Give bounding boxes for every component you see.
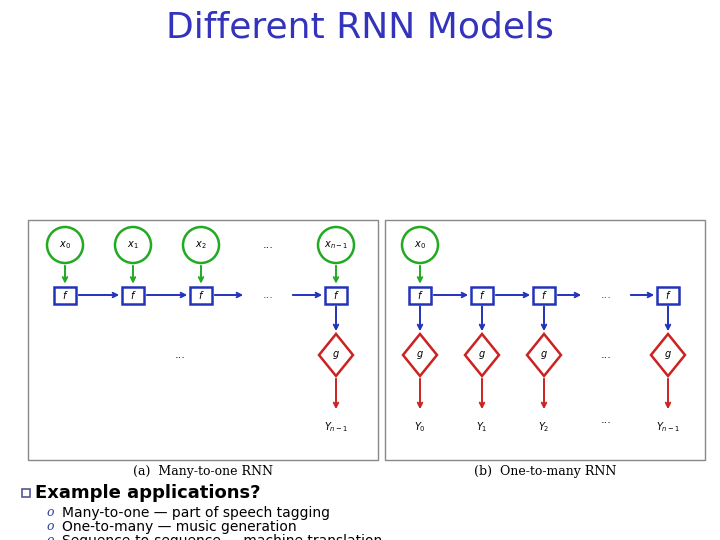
Text: Many-to-one — part of speech tagging: Many-to-one — part of speech tagging (62, 506, 330, 520)
Text: $g$: $g$ (416, 349, 424, 361)
Text: o: o (46, 507, 54, 519)
Text: (b)  One-to-many RNN: (b) One-to-many RNN (474, 465, 616, 478)
Text: o: o (46, 535, 54, 540)
Text: Example applications?: Example applications? (35, 484, 261, 502)
Text: $f$: $f$ (333, 289, 339, 301)
Text: ...: ... (600, 350, 611, 360)
Bar (54, 287, 76, 303)
Text: $Y_{n-1}$: $Y_{n-1}$ (656, 420, 680, 434)
Bar (28, 220, 378, 460)
Bar (471, 287, 493, 303)
Bar (122, 287, 144, 303)
Text: (a)  Many-to-one RNN: (a) Many-to-one RNN (133, 465, 273, 478)
Bar (325, 287, 347, 303)
Bar (533, 287, 555, 303)
Text: $g$: $g$ (540, 349, 548, 361)
Text: $g$: $g$ (332, 349, 340, 361)
Text: $f$: $f$ (417, 289, 423, 301)
Text: $Y_2$: $Y_2$ (539, 420, 550, 434)
Text: $f$: $f$ (62, 289, 68, 301)
Text: $f$: $f$ (198, 289, 204, 301)
Text: ...: ... (600, 415, 611, 425)
Bar (385, 220, 705, 460)
Bar (409, 287, 431, 303)
Bar (657, 287, 679, 303)
Text: $f$: $f$ (130, 289, 136, 301)
Text: $f$: $f$ (665, 289, 671, 301)
Bar (22, 489, 30, 497)
Text: $x_0$: $x_0$ (414, 239, 426, 251)
Bar (190, 287, 212, 303)
Text: $Y_0$: $Y_0$ (414, 420, 426, 434)
Text: $x_{n-1}$: $x_{n-1}$ (324, 239, 348, 251)
Text: $g$: $g$ (664, 349, 672, 361)
Text: $x_1$: $x_1$ (127, 239, 139, 251)
Text: $Y_{n-1}$: $Y_{n-1}$ (324, 420, 348, 434)
Text: Sequence-to-sequence — machine translation: Sequence-to-sequence — machine translati… (62, 534, 382, 540)
Text: Different RNN Models: Different RNN Models (166, 11, 554, 45)
Text: ...: ... (263, 290, 274, 300)
Text: $x_2$: $x_2$ (195, 239, 207, 251)
Text: $f$: $f$ (541, 289, 547, 301)
Text: ...: ... (600, 290, 611, 300)
Text: $g$: $g$ (478, 349, 486, 361)
Text: $x_0$: $x_0$ (59, 239, 71, 251)
Text: $f$: $f$ (479, 289, 485, 301)
Text: ...: ... (174, 350, 186, 360)
Text: $Y_1$: $Y_1$ (476, 420, 487, 434)
Text: ...: ... (263, 240, 274, 250)
Text: One-to-many — music generation: One-to-many — music generation (62, 520, 297, 534)
Text: o: o (46, 521, 54, 534)
